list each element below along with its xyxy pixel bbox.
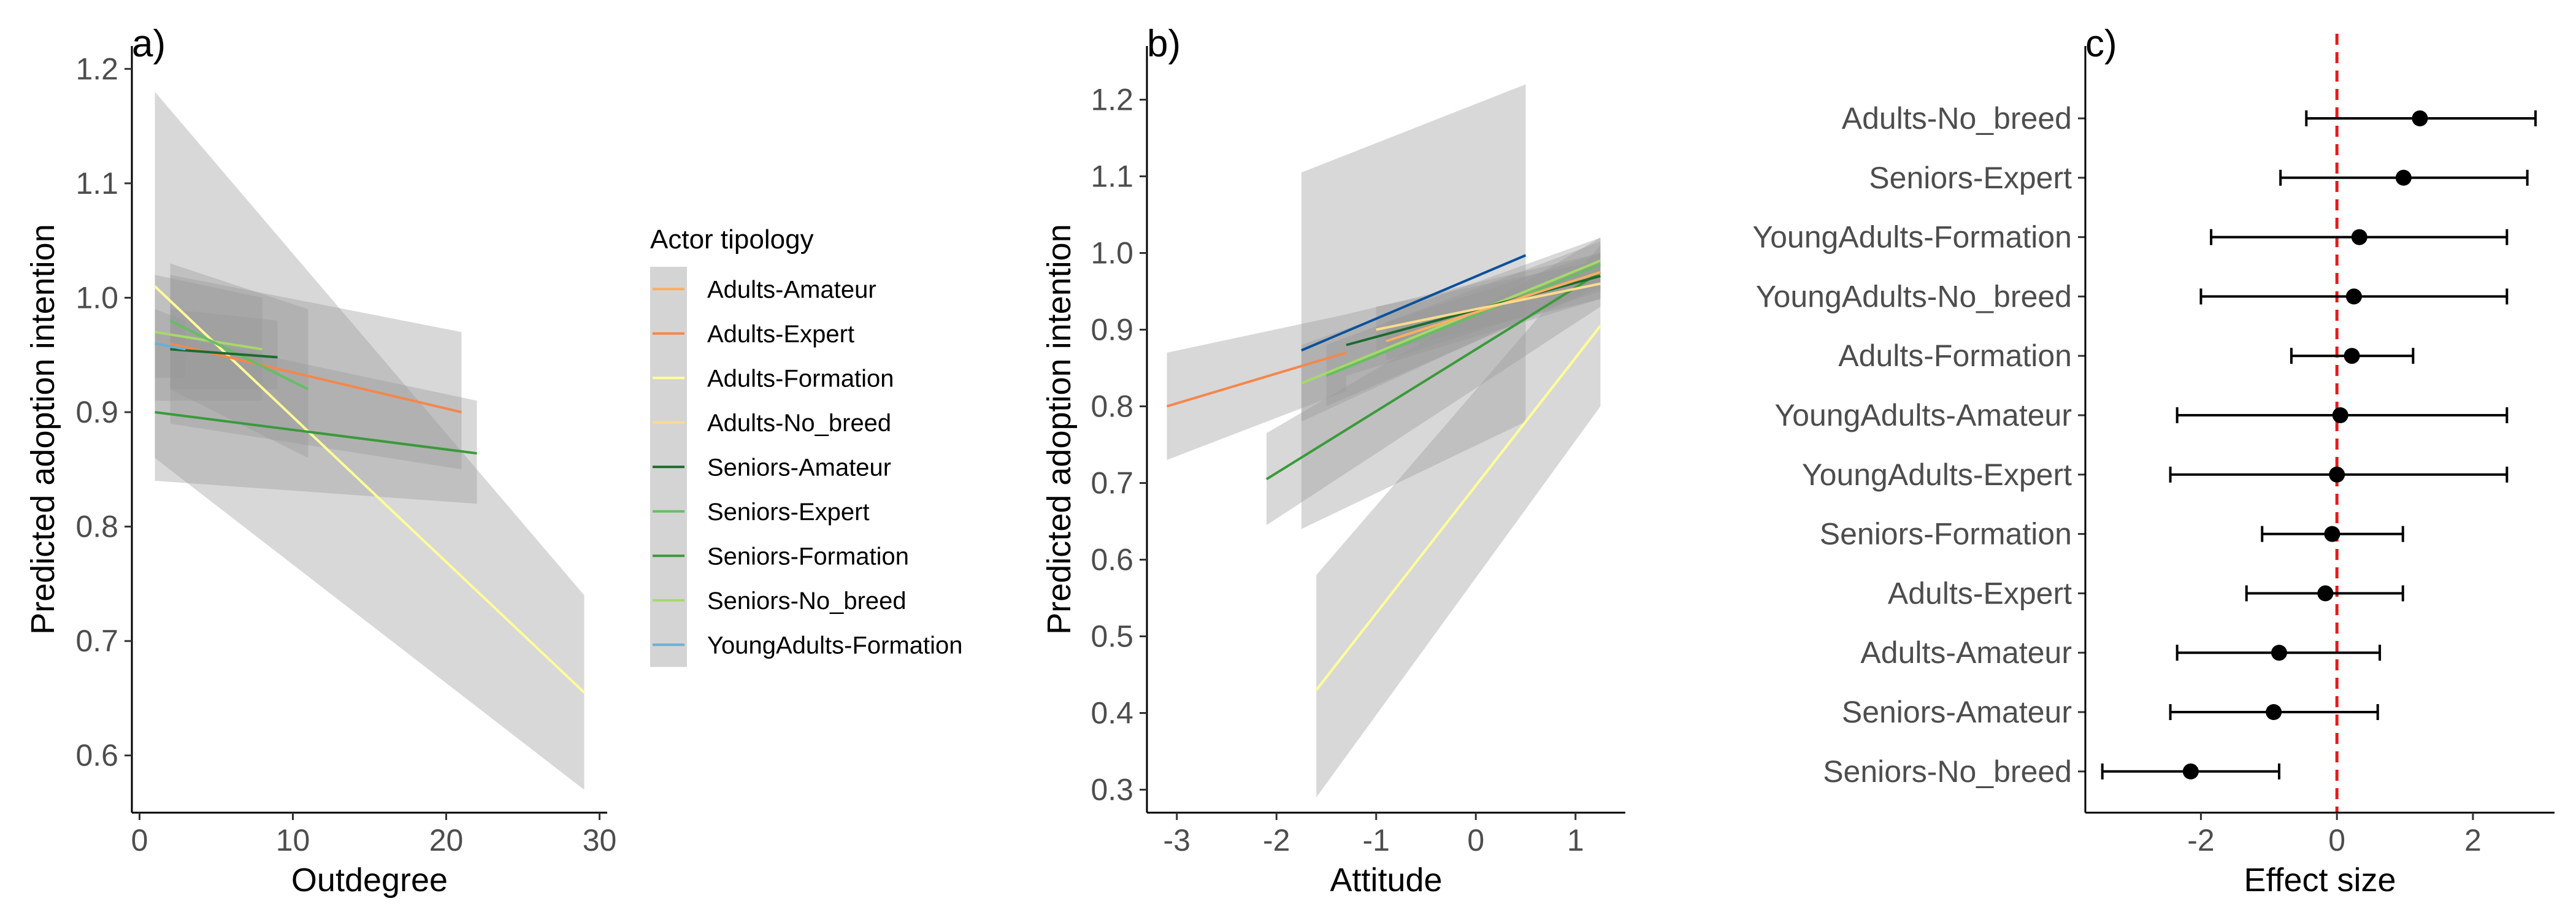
x-tick-label: 0 <box>2328 823 2345 857</box>
estimate-point <box>2182 763 2199 780</box>
y-tick-label: 0.9 <box>1091 313 1133 347</box>
confidence-band-seniors-amateur <box>170 309 278 389</box>
y-tick-label: 1.2 <box>75 52 118 86</box>
y-tick-label: 0.4 <box>1091 696 1133 730</box>
panel-a: 0.6 0.7 0.8 0.9 1.0 1.1 1.2 0 10 20 30 Outdegree Pre… <box>25 23 963 899</box>
legend-entry-label: Seniors-No_breed <box>707 588 907 615</box>
category-label: Adults-Formation <box>1838 339 2072 373</box>
estimate-point <box>2412 110 2428 126</box>
y-tick-label: 0.7 <box>1091 466 1133 500</box>
y-tick-label: 0.8 <box>75 510 118 544</box>
legend-entry-label: Seniors-Expert <box>707 499 870 526</box>
x-axis-title: Attitude <box>1330 862 1442 899</box>
estimate-point <box>2395 169 2412 186</box>
estimate-point <box>2329 466 2345 483</box>
x-axis-title: Effect size <box>2244 862 2396 899</box>
series-line-adults-formation <box>1315 325 1601 691</box>
legend-entry-label: Seniors-Amateur <box>707 454 891 481</box>
x-tick-label: 30 <box>583 823 617 857</box>
confidence-band-adults-formation <box>1316 245 1601 797</box>
category-label: Adults-No_breed <box>1842 101 2072 136</box>
y-axis-title: Predicted adoption intention <box>1041 224 1078 635</box>
y-tick-label: 0.5 <box>1091 619 1133 654</box>
legend-entry-label: Adults-Amateur <box>707 276 876 303</box>
legend: Actor tipology Adults-Amateur Adults-Exper… <box>650 224 963 667</box>
y-tick-label: 1.0 <box>1091 236 1133 270</box>
y-tick-label: 1.1 <box>1091 159 1133 194</box>
estimate-point <box>2345 288 2362 305</box>
x-tick-label: -2 <box>2187 823 2214 857</box>
legend-title: Actor tipology <box>650 224 814 255</box>
estimate-point <box>2324 526 2340 542</box>
x-tick-label: -1 <box>1363 823 1390 857</box>
x-tick-label: 2 <box>2464 823 2482 857</box>
x-tick-label: 10 <box>276 823 310 857</box>
panel-label: b) <box>1147 23 1181 65</box>
x-tick-label: 20 <box>429 823 464 857</box>
series-line-seniors-formation <box>1265 271 1601 480</box>
x-tick-label: 0 <box>131 823 148 857</box>
series-line-seniors-formation <box>155 411 477 455</box>
series-line-seniors-expert <box>1325 263 1601 377</box>
estimate-point <box>2344 348 2360 364</box>
confidence-band-seniors-formation <box>1267 237 1601 526</box>
y-axis-title: Predicted adoption intention <box>25 224 61 635</box>
panel-label: c) <box>2085 23 2117 65</box>
series-line-youngadults-formation <box>155 342 186 351</box>
y-tick-label: 0.7 <box>75 624 118 658</box>
estimate-point <box>2271 645 2287 661</box>
panel-c: Adults-No_breed Seniors-Expert YoungAdults… <box>1752 23 2555 899</box>
x-tick-label: 1 <box>1567 823 1584 857</box>
category-label: Seniors-No_breed <box>1823 754 2072 789</box>
legend-entry-label: Seniors-Formation <box>707 543 909 570</box>
category-label: YoungAdults-Formation <box>1752 220 2072 255</box>
estimate-point <box>2351 229 2367 245</box>
legend-entry-label: Adults-No_breed <box>707 410 891 437</box>
category-label: Adults-Amateur <box>1860 635 2072 670</box>
y-tick-label: 0.3 <box>1091 773 1133 807</box>
series-line-seniors-amateur <box>170 348 278 359</box>
category-label: Seniors-Formation <box>1820 517 2072 551</box>
y-tick-label: 0.8 <box>1091 389 1133 424</box>
category-label: Seniors-Expert <box>1869 161 2072 195</box>
legend-entry-label: Adults-Expert <box>707 321 854 348</box>
series-line-seniors-no_breed <box>1301 259 1601 385</box>
estimate-point <box>2332 407 2348 423</box>
category-label: YoungAdults-Expert <box>1802 458 2072 492</box>
legend-entry-label: Adults-Formation <box>707 365 894 392</box>
series-line-youngadults-expert <box>1301 254 1527 352</box>
confidence-band-seniors-formation <box>155 332 477 504</box>
x-axis-title: Outdegree <box>291 862 448 899</box>
category-label: YoungAdults-Amateur <box>1774 398 2072 432</box>
series-line-adults-no_breed <box>1376 282 1601 331</box>
confidence-band-adults-expert <box>1167 314 1346 460</box>
series-line-adults-expert <box>1166 351 1347 408</box>
estimate-point <box>2266 704 2282 720</box>
estimate-point <box>2317 585 2334 602</box>
x-tick-label: -3 <box>1163 823 1190 857</box>
y-tick-label: 1.1 <box>75 166 118 201</box>
panel-b: 0.3 0.4 0.5 0.6 0.7 0.8 0.9 1.0 1.1 1.2 -3 -2 -1 0 1 At… <box>1041 23 1625 899</box>
x-tick-label: 0 <box>1467 823 1484 857</box>
x-tick-label: -2 <box>1263 823 1290 857</box>
confidence-band-youngadults-expert <box>1301 84 1526 529</box>
category-label: YoungAdults-No_breed <box>1756 279 2072 313</box>
y-tick-label: 0.9 <box>75 395 118 429</box>
y-tick-label: 1.2 <box>1091 83 1133 117</box>
y-tick-label: 0.6 <box>1091 543 1133 577</box>
panel-label: a) <box>132 23 166 65</box>
category-label: Adults-Expert <box>1888 576 2072 610</box>
confidence-band-seniors-no_breed <box>1301 237 1601 422</box>
series-line-adults-expert <box>170 342 462 413</box>
confidence-band-seniors-expert <box>1326 241 1601 407</box>
legend-entry-label: YoungAdults-Formation <box>707 632 963 659</box>
confidence-band-adults-expert <box>170 275 462 470</box>
y-tick-label: 1.0 <box>75 280 118 315</box>
category-label: Seniors-Amateur <box>1842 695 2072 729</box>
y-tick-label: 0.6 <box>75 738 118 773</box>
